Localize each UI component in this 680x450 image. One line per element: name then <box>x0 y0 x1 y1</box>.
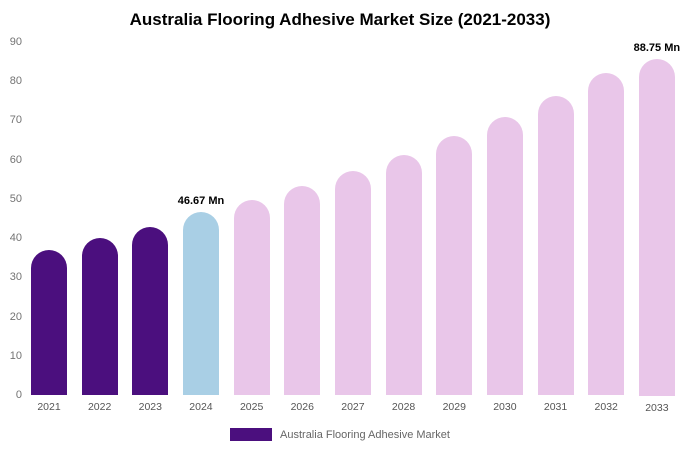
x-axis-label: 2029 <box>442 401 466 413</box>
y-axis-label: 90 <box>9 36 22 48</box>
bar-column: 2021 <box>30 42 68 417</box>
bar <box>233 199 270 395</box>
bar-column: 46.67 Mn 2024 <box>178 42 224 417</box>
y-axis-label: 80 <box>9 75 22 88</box>
bar <box>31 249 67 395</box>
bar <box>334 170 371 395</box>
y-axis-label: 10 <box>9 349 22 362</box>
x-axis-label: 2030 <box>493 401 517 413</box>
bar-column: 2022 <box>81 42 119 417</box>
x-axis-label: 2031 <box>543 401 568 413</box>
bar-column: 2028 <box>385 42 423 417</box>
bar-column: 2032 <box>587 42 625 417</box>
bar <box>385 154 422 395</box>
x-axis-label: 2026 <box>290 401 314 413</box>
legend-label: Australia Flooring Adhesive Market <box>280 428 450 441</box>
bar-column: 2031 <box>537 42 575 417</box>
bar-column: 2023 <box>131 42 169 417</box>
y-axis-label: 60 <box>9 153 22 166</box>
x-axis-label: 2024 <box>189 401 213 413</box>
x-axis-label: 2021 <box>37 401 61 413</box>
bar-column: 2030 <box>486 42 524 417</box>
plot-area: 2021 2022 2023 46.67 Mn 2024 2025 2026 2027 2028… <box>30 42 680 417</box>
y-axis-label: 20 <box>9 310 22 323</box>
chart-title: Australia Flooring Adhesive Market Size … <box>129 10 551 29</box>
x-axis-label: 2025 <box>239 401 264 413</box>
bar-column: 2026 <box>283 42 321 417</box>
y-axis-label: 70 <box>9 114 22 127</box>
x-axis-label: 2023 <box>138 401 162 413</box>
bar <box>81 238 118 395</box>
bar-value-label: 88.75 Mn <box>633 42 680 54</box>
x-axis-label: 2032 <box>594 401 618 413</box>
x-axis-label: 2028 <box>391 401 416 413</box>
y-axis-label: 50 <box>9 192 22 205</box>
bar <box>182 211 219 395</box>
bar <box>486 116 523 395</box>
bar-column: 2025 <box>233 42 271 417</box>
bar <box>638 59 675 396</box>
bar <box>284 185 321 395</box>
bar <box>537 96 574 395</box>
x-axis-label: 2027 <box>341 401 365 413</box>
bar-column: 2029 <box>435 42 473 417</box>
legend-swatch <box>230 428 273 441</box>
bar <box>588 73 625 395</box>
y-axis-label: 0 <box>15 389 22 401</box>
x-axis-label: 2033 <box>645 401 669 414</box>
bar-value-label: 46.67 Mn <box>177 194 225 207</box>
bar-column: 88.75 Mn 2033 <box>634 42 680 417</box>
x-axis-label: 2022 <box>87 401 112 413</box>
y-axis-label: 40 <box>9 232 22 245</box>
bar <box>436 136 473 395</box>
legend: Australia Flooring Adhesive Market <box>0 428 680 441</box>
bar <box>132 227 169 395</box>
y-axis-label: 30 <box>9 271 22 284</box>
bar-column: 2027 <box>334 42 372 417</box>
